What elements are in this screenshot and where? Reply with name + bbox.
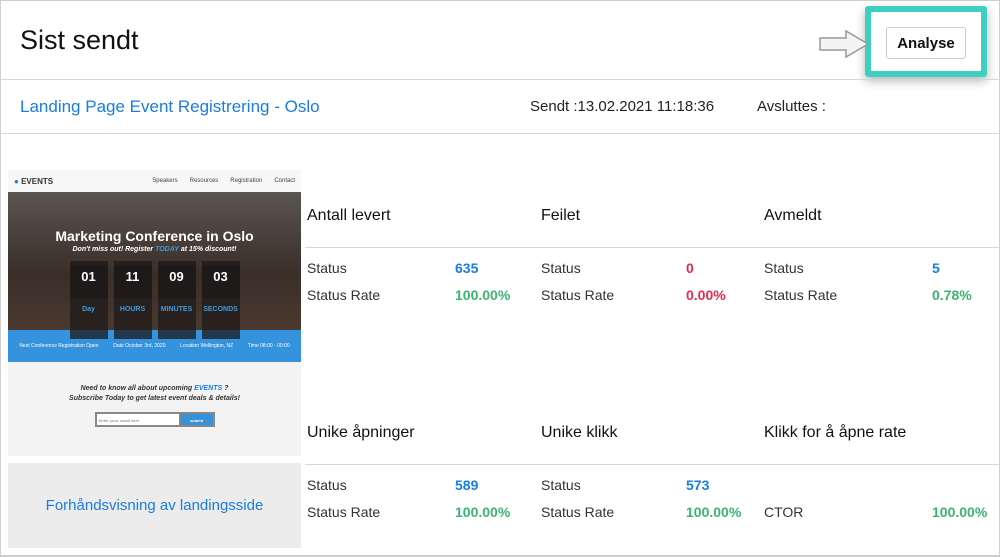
- thumb-nav-item: Registration: [230, 178, 263, 184]
- landing-page-thumbnail[interactable]: ● EVENTS Speakers Resources Registration…: [8, 170, 301, 456]
- countdown-unit: MINUTES: [157, 302, 196, 339]
- divider: [0, 133, 1000, 134]
- pointer-arrow-icon: [819, 29, 870, 59]
- analyse-button[interactable]: Analyse: [886, 27, 966, 59]
- countdown-unit: Day: [69, 302, 108, 339]
- sent-timestamp: Sendt :13.02.2021 11:18:36: [530, 98, 715, 115]
- thumb-info: Next Conference Registration Open: [19, 343, 99, 349]
- thumb-nav-item: Resources: [189, 178, 219, 184]
- ends-label: Avsluttes :: [757, 98, 826, 115]
- thumb-hero: Marketing Conference in Oslo Don't miss …: [8, 192, 301, 339]
- countdown-number: 09: [157, 265, 196, 302]
- thumb-nav-item: Speakers: [152, 178, 178, 184]
- countdown-unit: SECONDS: [201, 302, 240, 339]
- thumb-logo: EVENTS: [21, 176, 54, 186]
- thumb-info: Time 08:00 - 00:00: [247, 343, 290, 349]
- thumb-info-bar: Next Conference Registration Open Date O…: [8, 330, 301, 362]
- countdown-number: 11: [113, 265, 152, 302]
- stats-group-delivery: Antall levert Status 635 Status Rate 100.0…: [305, 170, 1000, 320]
- thumb-nav: ● EVENTS Speakers Resources Registration…: [8, 170, 301, 192]
- countdown-unit: HOURS: [113, 302, 152, 339]
- campaign-link[interactable]: Landing Page Event Registrering - Oslo: [20, 97, 320, 116]
- logo-icon: ●: [14, 176, 19, 186]
- highlight-box: [865, 6, 987, 77]
- divider: [0, 79, 1000, 80]
- thumb-countdown: 01 Day 11 HOURS 09 MINUTES 03 SECONDS: [8, 261, 301, 339]
- thumb-subscribe: Need to know all about upcoming EVENTS ?…: [8, 362, 301, 427]
- stats-group-engagement: Unike åpninger Status 589 Status Rate 100.…: [305, 387, 1000, 537]
- thumb-info: Location Wellington, NZ: [180, 343, 234, 349]
- thumb-info: Date October 3rd, 2020: [113, 343, 166, 349]
- thumb-subheadline: Don't miss out! Register TODAY at 15% di…: [72, 246, 237, 253]
- thumb-headline: Marketing Conference in Oslo: [55, 228, 254, 244]
- page-title: Sist sendt: [20, 25, 139, 55]
- countdown-number: 01: [69, 265, 108, 302]
- countdown-number: 03: [201, 265, 240, 302]
- preview-landing-page-link[interactable]: Forhåndsvisning av landingsside: [8, 463, 301, 548]
- thumb-nav-item: Contact: [274, 178, 295, 184]
- thumb-form: Enter your email here submit: [94, 412, 215, 427]
